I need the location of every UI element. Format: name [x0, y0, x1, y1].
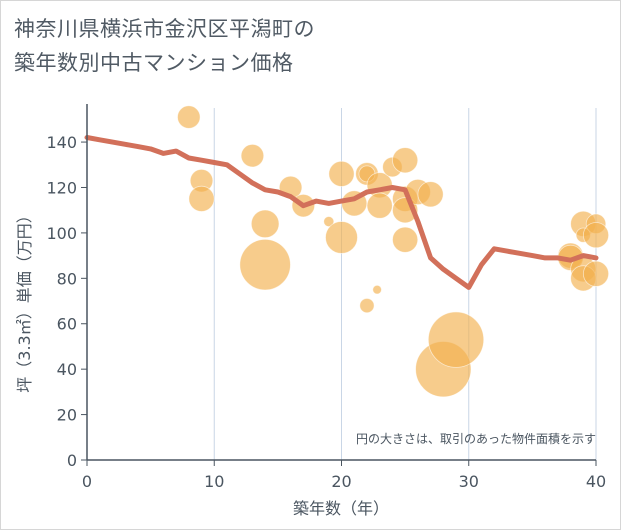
y-tick-label-0: 0 — [67, 451, 77, 470]
x-tick-label-20: 20 — [331, 472, 351, 491]
size-note: 円の大きさは、取引のあった物件面積を示す — [356, 431, 596, 446]
chart-title-line2: 築年数別中古マンション価格 — [14, 51, 294, 75]
bubble-point — [372, 284, 382, 295]
bubble-point — [392, 147, 419, 174]
bubble-point — [417, 181, 444, 208]
y-tick-label-120: 120 — [46, 178, 77, 197]
bubble-point — [239, 238, 291, 291]
bubble-point — [328, 160, 355, 187]
y-axis-title: 坪（3.3㎡）単価（万円） — [15, 207, 34, 392]
y-tick-label-20: 20 — [57, 406, 77, 425]
bubble-point — [240, 143, 265, 168]
y-tick-label-140: 140 — [46, 133, 77, 152]
x-tick-label-10: 10 — [204, 472, 224, 491]
x-tick-label-30: 30 — [459, 472, 479, 491]
trend-line-layer — [84, 135, 599, 290]
bubble-point — [366, 192, 393, 219]
x-axis-title: 築年数（年） — [293, 499, 389, 518]
bubble-point — [177, 105, 201, 129]
y-tick-label-60: 60 — [57, 315, 77, 334]
x-tick-label-0: 0 — [82, 472, 92, 491]
y-tick-label-80: 80 — [57, 269, 77, 288]
bubble-point — [427, 311, 485, 368]
y-tick-label-100: 100 — [46, 224, 77, 243]
bubble-point — [582, 222, 610, 249]
chart-title-line1: 神奈川県横浜市金沢区平潟町の — [14, 17, 315, 41]
bubble-point — [392, 226, 419, 253]
axis-layer: 0 20 40 60 80 100 120 140 0 10 20 30 40 — [46, 104, 606, 491]
bubble-point — [582, 260, 610, 287]
bubble-layer — [177, 105, 610, 398]
bubble-point — [359, 298, 375, 314]
x-tick-label-40: 40 — [586, 472, 606, 491]
bubble-point — [250, 209, 280, 239]
y-tick-label-40: 40 — [57, 360, 77, 379]
chart-title: 神奈川県横浜市金沢区平潟町の 築年数別中古マンション価格 — [14, 12, 315, 80]
average-price-line — [84, 135, 599, 290]
bubble-point — [323, 216, 335, 228]
bubble-point — [188, 185, 215, 212]
bubble-point — [325, 221, 358, 254]
